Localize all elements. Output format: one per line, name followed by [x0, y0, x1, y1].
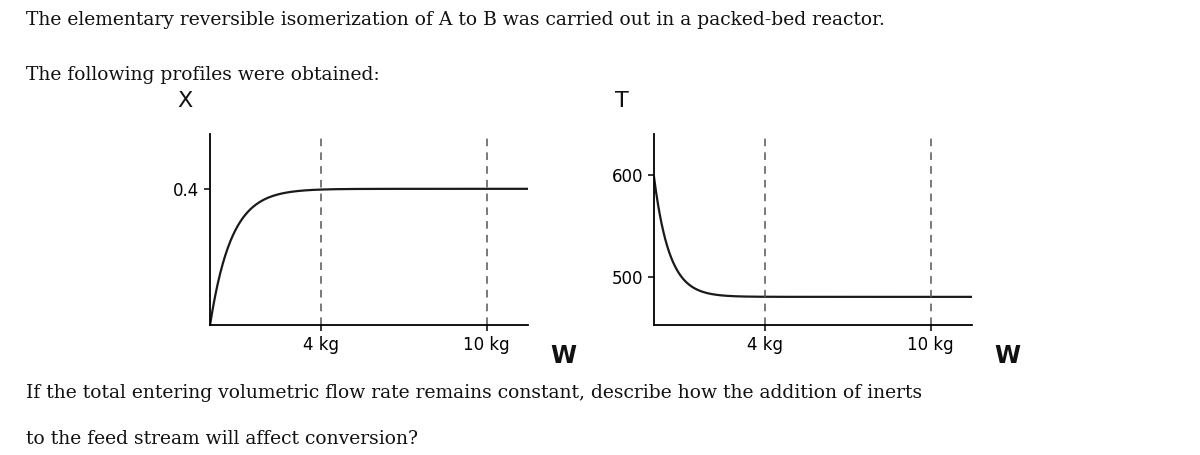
Text: T: T [616, 91, 629, 111]
Text: The elementary reversible isomerization of A to B was carried out in a packed-be: The elementary reversible isomerization … [26, 11, 886, 30]
Text: W: W [995, 344, 1020, 369]
Text: to the feed stream will affect conversion?: to the feed stream will affect conversio… [26, 430, 419, 448]
Text: X: X [176, 91, 192, 111]
Text: W: W [551, 344, 576, 369]
Text: The following profiles were obtained:: The following profiles were obtained: [26, 66, 380, 84]
Text: If the total entering volumetric flow rate remains constant, describe how the ad: If the total entering volumetric flow ra… [26, 384, 923, 403]
